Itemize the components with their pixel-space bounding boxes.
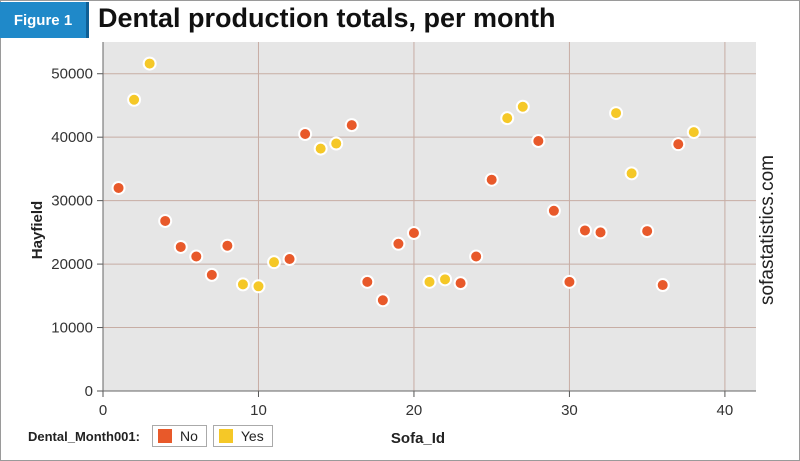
figure-badge: Figure 1 xyxy=(0,2,89,38)
data-point-yes xyxy=(422,274,437,289)
data-point-no xyxy=(577,223,592,238)
data-point-no xyxy=(406,225,421,240)
data-point-no xyxy=(204,267,219,282)
y-tick-label: 30000 xyxy=(51,193,93,210)
data-point-no xyxy=(360,274,375,289)
data-point-no xyxy=(671,137,686,152)
plot-area xyxy=(103,42,756,391)
legend-swatch-no xyxy=(157,429,172,443)
data-point-yes xyxy=(438,272,453,287)
x-tick-label: 40 xyxy=(717,402,734,419)
watermark: sofastatistics.com xyxy=(757,155,778,305)
data-point-yes xyxy=(313,141,328,156)
y-axis-label: Hayfield xyxy=(29,201,46,259)
data-point-no xyxy=(469,249,484,264)
legend-item-yes[interactable]: Yes xyxy=(212,425,273,447)
legend-item-no[interactable]: No xyxy=(151,425,207,447)
data-point-yes xyxy=(235,277,250,292)
y-tick-label: 10000 xyxy=(51,320,93,337)
data-point-no xyxy=(158,213,173,228)
data-point-no xyxy=(344,118,359,133)
legend: Dental_Month001: No Yes xyxy=(28,425,273,447)
data-point-no xyxy=(484,172,499,187)
data-point-no xyxy=(546,203,561,218)
y-tick-label: 0 xyxy=(85,383,93,400)
legend-swatch-yes xyxy=(218,429,233,443)
data-point-no xyxy=(111,180,126,195)
chart-title: Dental production totals, per month xyxy=(98,3,556,33)
x-tick-label: 10 xyxy=(250,402,267,419)
data-point-no xyxy=(220,238,235,253)
data-point-no xyxy=(391,236,406,251)
data-point-yes xyxy=(251,279,266,294)
data-point-no xyxy=(593,225,608,240)
data-point-yes xyxy=(329,136,344,151)
data-point-yes xyxy=(500,111,515,126)
x-tick-label: 20 xyxy=(406,402,423,419)
data-point-yes xyxy=(267,255,282,270)
data-point-no xyxy=(189,249,204,264)
data-point-no xyxy=(640,224,655,239)
data-point-yes xyxy=(142,56,157,71)
data-point-no xyxy=(655,278,670,293)
x-axis-label: Sofa_Id xyxy=(391,430,445,447)
legend-label-yes: Yes xyxy=(240,428,264,444)
data-point-no xyxy=(173,239,188,254)
data-point-yes xyxy=(686,125,701,140)
y-tick-label: 50000 xyxy=(51,66,93,83)
data-point-no xyxy=(298,127,313,142)
data-point-no xyxy=(282,252,297,267)
data-point-yes xyxy=(624,166,639,181)
data-point-no xyxy=(562,274,577,289)
data-point-yes xyxy=(609,106,624,121)
data-point-no xyxy=(531,133,546,148)
y-tick-label: 20000 xyxy=(51,256,93,273)
x-tick-label: 0 xyxy=(99,402,107,419)
data-point-no xyxy=(453,276,468,291)
data-point-yes xyxy=(515,99,530,114)
x-tick-label: 30 xyxy=(561,402,578,419)
data-point-yes xyxy=(127,92,142,107)
legend-label-no: No xyxy=(179,428,198,444)
data-point-no xyxy=(375,293,390,308)
legend-title: Dental_Month001: xyxy=(28,428,140,444)
y-tick-label: 40000 xyxy=(51,129,93,146)
